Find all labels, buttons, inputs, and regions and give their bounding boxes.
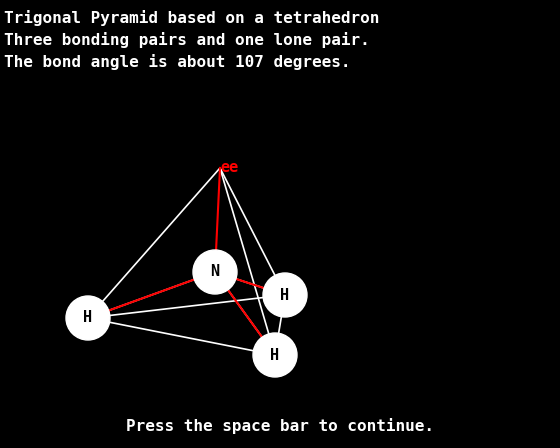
Text: ee: ee — [220, 160, 238, 176]
Text: Three bonding pairs and one lone pair.: Three bonding pairs and one lone pair. — [4, 32, 370, 48]
Text: N: N — [211, 264, 220, 280]
Circle shape — [66, 296, 110, 340]
Text: Trigonal Pyramid based on a tetrahedron: Trigonal Pyramid based on a tetrahedron — [4, 10, 379, 26]
Text: H: H — [281, 288, 290, 302]
Text: H: H — [270, 348, 279, 362]
Circle shape — [253, 333, 297, 377]
Circle shape — [193, 250, 237, 294]
Circle shape — [263, 273, 307, 317]
Text: The bond angle is about 107 degrees.: The bond angle is about 107 degrees. — [4, 54, 351, 70]
Text: Press the space bar to continue.: Press the space bar to continue. — [126, 418, 434, 434]
Text: H: H — [83, 310, 92, 326]
